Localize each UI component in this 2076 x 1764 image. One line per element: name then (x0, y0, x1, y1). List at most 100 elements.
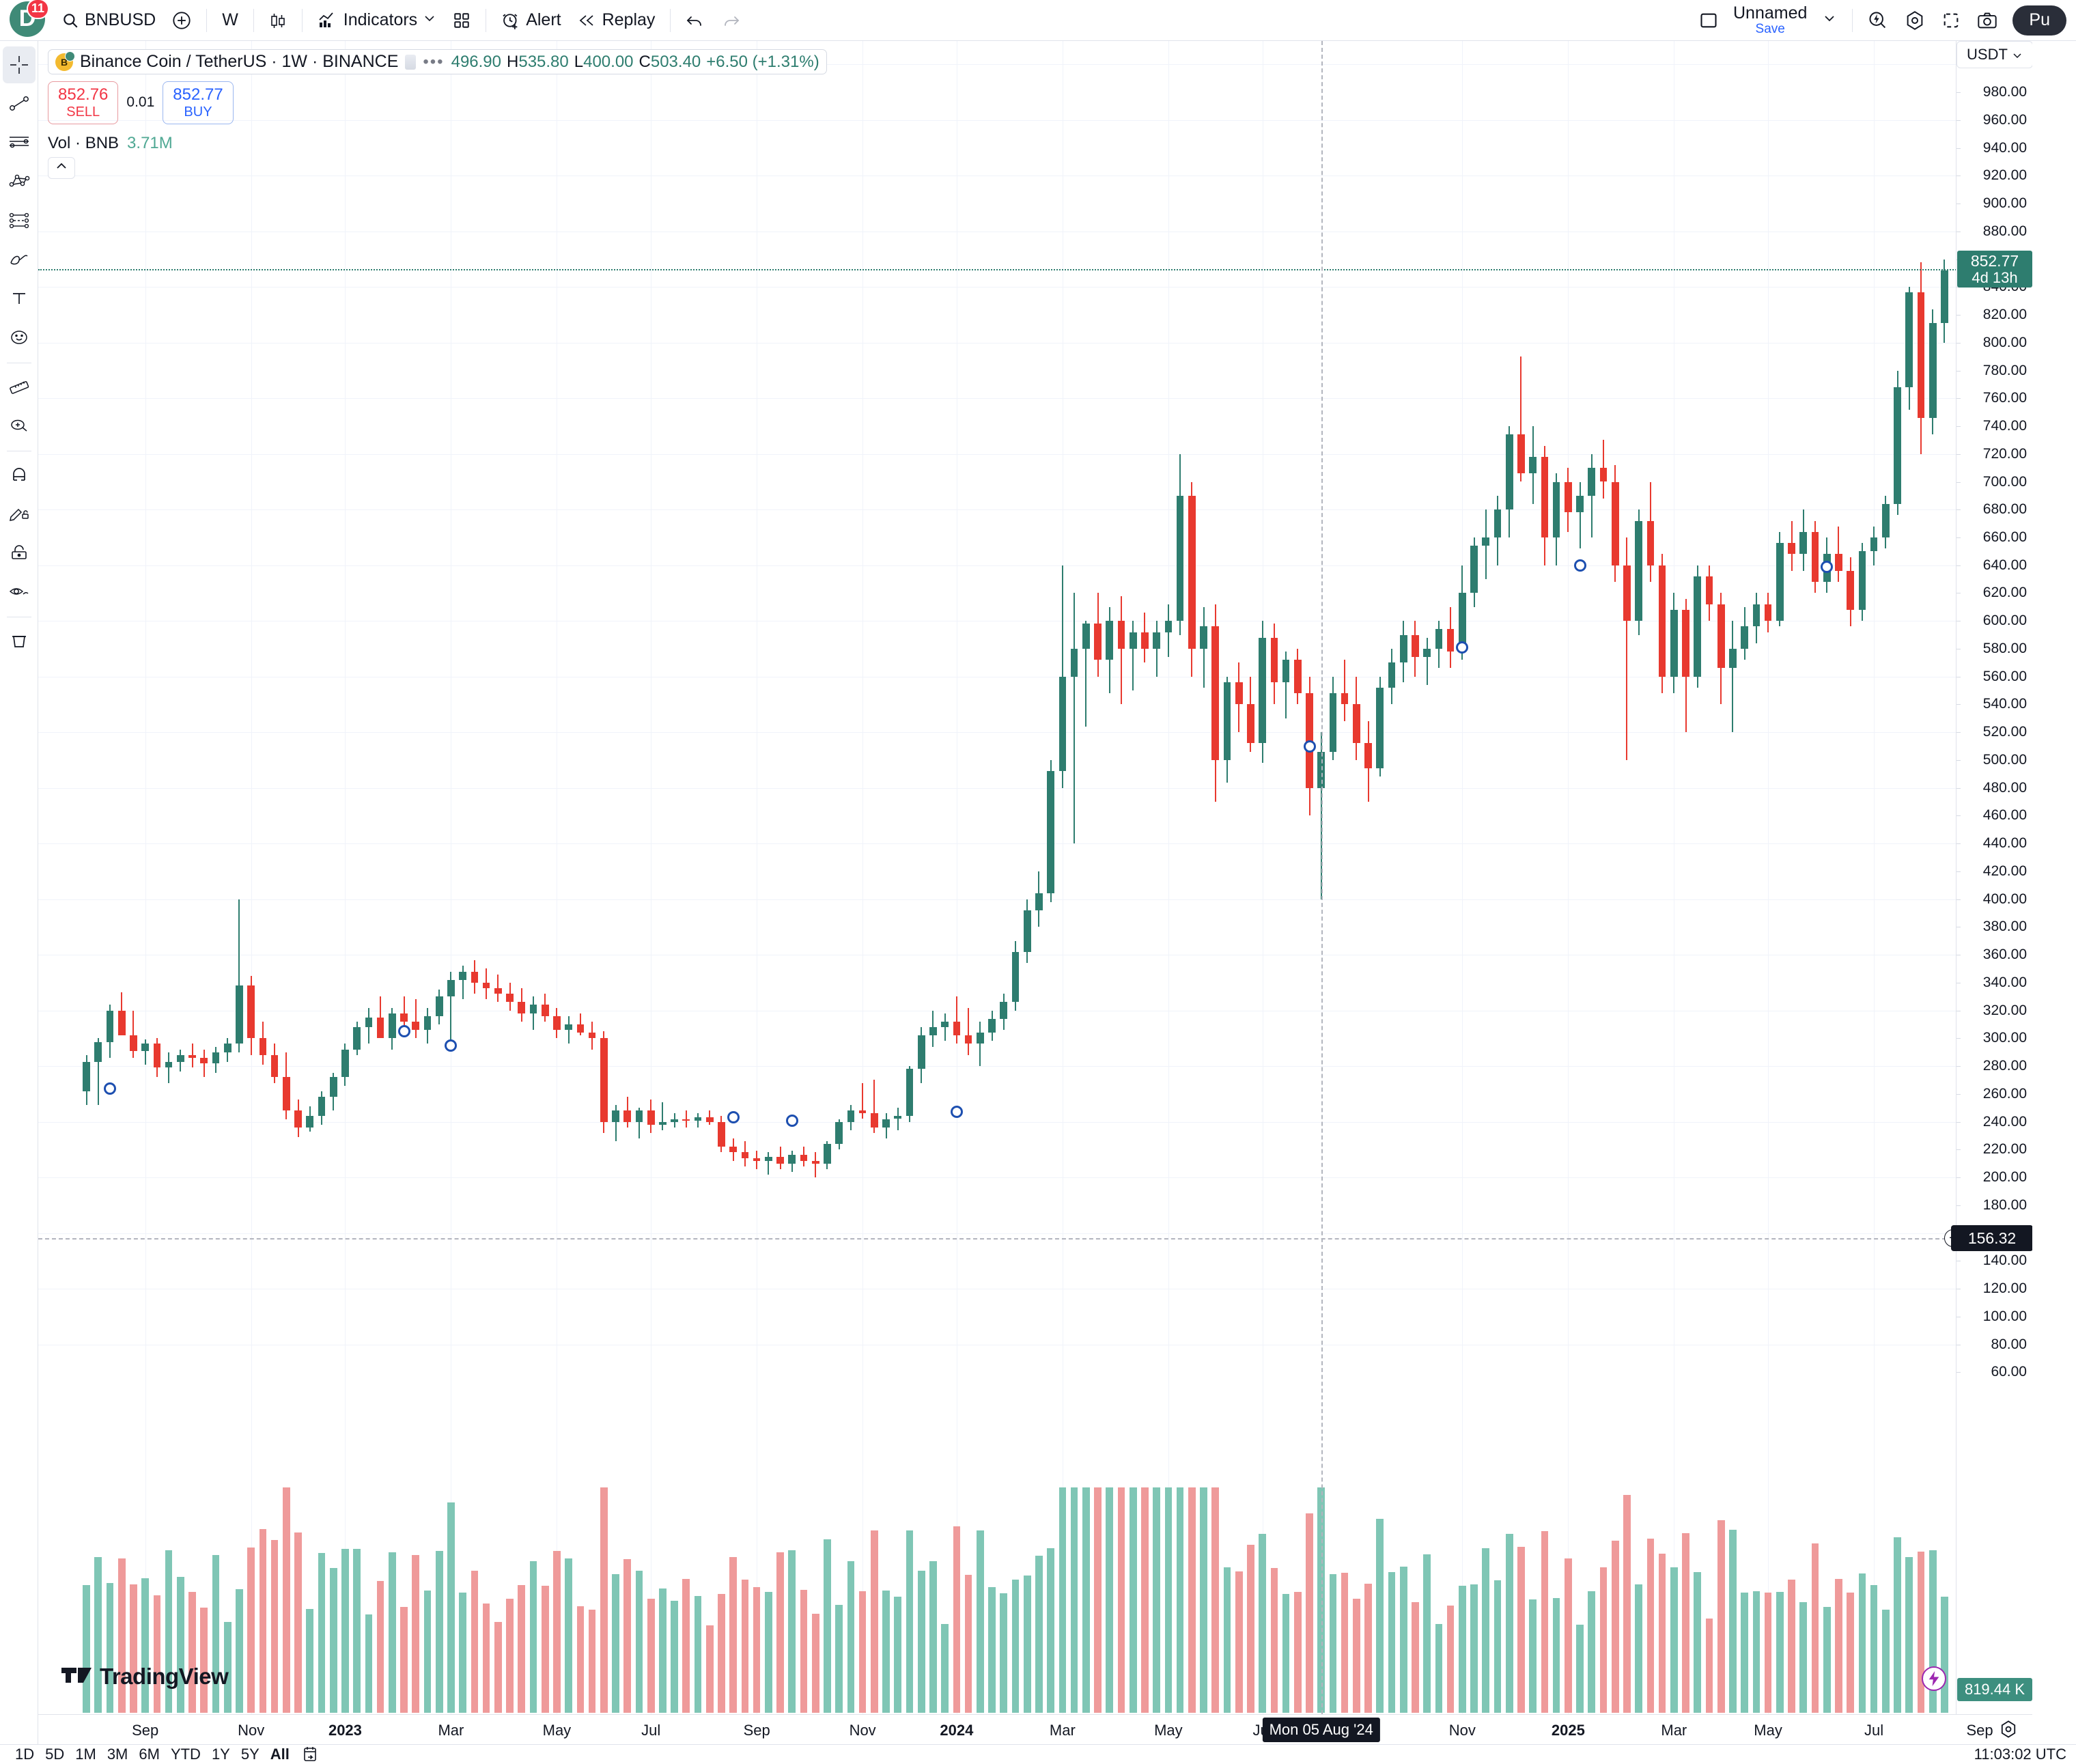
trade-marker[interactable] (785, 1114, 798, 1127)
price-tick-label: 260.00 (1982, 1085, 2027, 1102)
zoom-in-tool[interactable] (3, 407, 36, 444)
date-range-buttons: 1D 5D 1M 3M 6M YTD 1Y 5Y All (10, 1746, 295, 1763)
redo-button[interactable] (713, 5, 748, 36)
volume-bar (1705, 1618, 1713, 1713)
trade-marker[interactable] (1303, 740, 1316, 753)
price-plot[interactable] (38, 41, 1994, 1714)
volume-bar (623, 1559, 632, 1713)
more-options-icon[interactable]: ••• (423, 52, 445, 71)
volume-legend-row[interactable]: Vol · BNB 3.71M (48, 134, 827, 153)
notification-badge[interactable]: 11 (26, 0, 49, 19)
trade-marker[interactable] (445, 1039, 458, 1052)
range-button-1y[interactable]: 1Y (211, 1745, 230, 1763)
layout-save-link[interactable]: Save (1755, 21, 1785, 36)
bar-countdown: 4d 13h (1972, 268, 2018, 286)
trade-marker[interactable] (104, 1082, 117, 1095)
candle-body (753, 1158, 761, 1161)
trade-marker[interactable] (397, 1025, 410, 1038)
layout-name-label: Unnamed (1733, 3, 1808, 23)
layout-name-button[interactable]: Unnamed Save (1726, 4, 1814, 36)
range-button-1d[interactable]: 1D (15, 1745, 35, 1763)
emoji-tool[interactable] (3, 319, 36, 356)
chart-style-button[interactable] (261, 5, 295, 36)
symbol-search-button[interactable]: BNBUSD (53, 5, 164, 36)
symbol-legend-row[interactable]: B Binance Coin / TetherUS · 1W · BINANCE… (48, 49, 827, 74)
drawing-mode-tool[interactable] (3, 495, 36, 532)
collapse-pane-button[interactable] (48, 156, 75, 179)
user-avatar[interactable]: D 11 (10, 0, 49, 40)
trade-marker[interactable] (1821, 560, 1834, 573)
fib-retracement-tool[interactable] (3, 124, 36, 161)
candle-body (1717, 604, 1725, 669)
price-tick (1956, 370, 1961, 372)
remove-drawings-tool[interactable] (3, 622, 36, 659)
time-settings-icon[interactable] (1998, 1719, 2020, 1741)
text-tool[interactable] (3, 280, 36, 317)
time-tick-label: Jul (641, 1722, 661, 1739)
interval-button[interactable]: W (214, 5, 247, 36)
range-button-all[interactable]: All (270, 1745, 290, 1763)
volume-bar (247, 1548, 255, 1713)
lock-drawings-tool[interactable] (3, 534, 36, 571)
trade-marker[interactable] (950, 1106, 963, 1119)
templates-button[interactable] (445, 5, 479, 36)
undo-button[interactable] (677, 5, 713, 36)
candle-body (1459, 593, 1466, 652)
hide-drawings-tool[interactable] (3, 573, 36, 610)
chevron-down-icon[interactable] (423, 14, 436, 27)
trade-marker[interactable] (727, 1111, 740, 1124)
add-symbol-button[interactable] (164, 5, 199, 36)
goto-date-icon[interactable] (302, 1746, 318, 1763)
replay-button[interactable]: Replay (570, 5, 664, 36)
quick-search-button[interactable] (1860, 5, 1896, 36)
volume-bar (1635, 1584, 1642, 1713)
trade-marker[interactable] (1573, 559, 1586, 572)
layout-menu-button[interactable] (1814, 5, 1845, 36)
time-tick-label: May (1154, 1722, 1183, 1739)
candle-body (788, 1155, 796, 1164)
trade-marker[interactable] (1456, 641, 1469, 654)
gridline-horizontal (38, 732, 1994, 733)
indicators-button[interactable]: Indicators (309, 5, 445, 36)
brush-tool[interactable] (3, 241, 36, 278)
series-visibility-icon[interactable] (405, 54, 417, 70)
range-button-6m[interactable]: 6M (139, 1745, 160, 1763)
trend-line-tool[interactable] (3, 85, 36, 122)
volume-bar (729, 1557, 738, 1713)
sell-price: 852.76 (58, 85, 109, 104)
candle-wick (1426, 637, 1428, 685)
chart-canvas-area[interactable]: B Binance Coin / TetherUS · 1W · BINANCE… (38, 41, 2032, 1714)
range-button-5y[interactable]: 5Y (240, 1745, 260, 1763)
price-axis[interactable]: USDT 980.00 960.00 940.00 920.00 900.00 880.0… (1944, 41, 2032, 1714)
measure-tool[interactable] (3, 368, 36, 405)
fullscreen-button[interactable] (1933, 5, 1969, 36)
buy-button[interactable]: 852.77 BUY (163, 81, 234, 124)
candle-body (1223, 682, 1231, 760)
candle-body (1646, 520, 1655, 565)
magnet-tool[interactable] (3, 456, 36, 493)
volume-bar (1341, 1573, 1349, 1713)
range-button-5d[interactable]: 5D (45, 1745, 65, 1763)
range-button-1m[interactable]: 1M (75, 1745, 96, 1763)
layout-button[interactable] (1691, 5, 1726, 36)
toolbar-divider (301, 8, 303, 32)
lightning-bolt-icon[interactable] (1922, 1666, 1946, 1691)
alert-button[interactable]: Alert (493, 5, 569, 36)
pitchfork-tool[interactable] (3, 163, 36, 200)
price-tick-label: 440.00 (1982, 835, 2027, 852)
publish-button[interactable]: Pu (2012, 5, 2066, 36)
volume-bar (1270, 1568, 1278, 1713)
price-tick (1956, 1038, 1961, 1039)
range-button-3m[interactable]: 3M (107, 1745, 128, 1763)
candle-body (1270, 637, 1278, 682)
time-axis[interactable]: Sep Nov 2023 Mar May Jul Sep Nov 2024 Mar May Jul No… (38, 1714, 2032, 1744)
snapshot-button[interactable] (1969, 5, 2006, 36)
currency-selector[interactable]: USDT (1956, 41, 2032, 68)
utc-clock: 11:03:02 UTC (1974, 1745, 2066, 1763)
pattern-tool[interactable] (3, 202, 36, 239)
price-tick (1956, 148, 1961, 149)
range-button-ytd[interactable]: YTD (170, 1745, 201, 1763)
cross-cursor-tool[interactable] (2, 46, 36, 83)
settings-button[interactable] (1896, 5, 1933, 36)
sell-button[interactable]: 852.76 SELL (48, 81, 119, 124)
